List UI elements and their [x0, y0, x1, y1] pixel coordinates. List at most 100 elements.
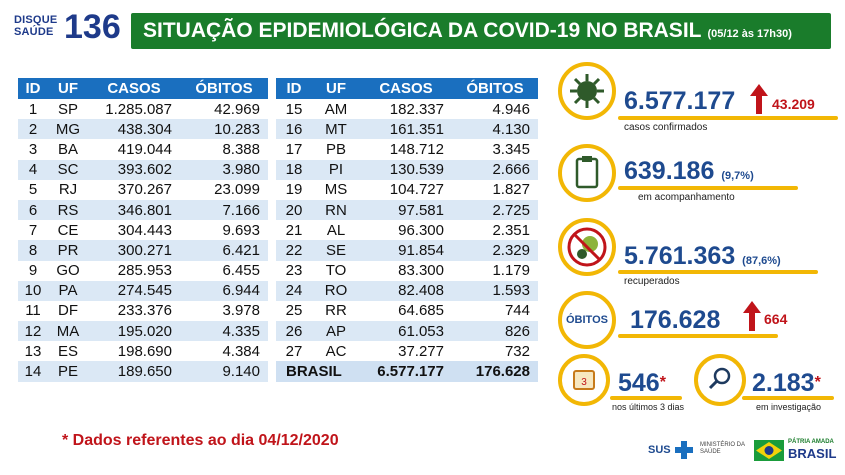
cell-id: 18 [276, 159, 312, 180]
table-row: 25 RR 64.685 744 [276, 301, 538, 321]
logo-bottom-text: SAÚDE [14, 26, 54, 38]
cell-obitos: 7.166 [180, 199, 268, 221]
virus-icon [558, 62, 616, 120]
divider [618, 186, 798, 190]
table-row: 8 PR 300.271 6.421 [18, 240, 268, 261]
investigation-value: 2.183 [752, 369, 815, 397]
cell-obitos: 1.827 [492, 181, 530, 199]
cell-id: 2 [18, 119, 48, 140]
col-obitos: ÓBITOS [180, 78, 268, 99]
plus-icon [675, 441, 693, 459]
cell-obitos: 4.130 [452, 119, 538, 140]
cell-obitos: 6.944 [180, 280, 268, 301]
cell-uf: GO [56, 262, 80, 280]
cell-id: 19 [285, 181, 303, 199]
col-id: ID [276, 78, 312, 99]
cell-id: 8 [18, 240, 48, 261]
sus-logo: SUS [648, 444, 671, 456]
table-row: 1 SP 1.285.087 42.969 [18, 99, 268, 119]
table-row: 21 AL 96.300 2.351 [276, 220, 538, 240]
cell-casos: 233.376 [117, 302, 172, 320]
cell-obitos: 6.455 [222, 262, 260, 280]
table-row: 17 PB 148.712 3.345 [276, 139, 538, 159]
cell-id: 6 [18, 199, 48, 221]
cell-casos: 393.602 [88, 159, 180, 180]
table-row: 24 RO 82.408 1.593 [276, 280, 538, 301]
cell-id: 17 [285, 140, 303, 158]
cell-id: 13 [24, 342, 42, 360]
cell-casos: 438.304 [88, 119, 180, 140]
cell-casos: 148.712 [389, 140, 444, 158]
deaths-badge-label: ÓBITOS [566, 314, 608, 326]
cell-obitos: 2.666 [452, 159, 538, 180]
cell-casos: 370.267 [117, 181, 172, 199]
table-row: 4 SC 393.602 3.980 [18, 159, 268, 180]
cell-id: 22 [276, 240, 312, 261]
total-obitos: 176.628 [452, 361, 538, 382]
cell-uf: MA [48, 321, 88, 342]
footnote: * Dados referentes ao dia 04/12/2020 [62, 432, 339, 449]
monitoring-value: 639.186 [624, 157, 715, 185]
cell-casos: 304.443 [117, 221, 172, 239]
recovered-value: 5.761.363 [624, 242, 736, 270]
cell-obitos: 1.593 [452, 280, 538, 301]
calendar-icon: 3 [558, 354, 610, 406]
cell-id: 9 [28, 262, 38, 280]
table-row: 7 CE 304.443 9.693 [18, 220, 268, 240]
cell-casos: 97.581 [360, 199, 452, 221]
cell-obitos: 1.179 [492, 262, 530, 280]
confirmed-value: 6.577.177 [624, 87, 736, 115]
cell-casos: 182.337 [389, 100, 444, 118]
cell-id: 12 [18, 321, 48, 342]
brasil-text: BRASIL [788, 446, 837, 461]
cell-uf: MS [324, 181, 348, 199]
cell-id: 4 [18, 159, 48, 180]
states-table-right: ID UF CASOS ÓBITOS 15 AM 182.337 4.946 16 MT 1… [276, 78, 538, 382]
table-row: 13 ES 198.690 4.384 [18, 341, 268, 361]
last3-value: 546 [618, 369, 660, 397]
divider [610, 396, 682, 400]
divider [742, 396, 834, 400]
magnifier-icon [694, 354, 746, 406]
col-casos: CASOS [88, 78, 180, 99]
clipboard-icon [558, 144, 616, 202]
col-obitos: ÓBITOS [452, 78, 538, 99]
cell-casos: 285.953 [117, 262, 172, 280]
ministry-text: MINISTÉRIO DA SAÚDE [700, 442, 745, 455]
cell-id: 21 [285, 221, 303, 239]
cell-id: 27 [285, 342, 303, 360]
cell-casos: 104.727 [389, 181, 444, 199]
svg-text:3: 3 [581, 377, 587, 388]
title-bar: SITUAÇÃO EPIDEMIOLÓGICA DA COVID-19 NO B… [131, 13, 831, 49]
cell-uf: PB [325, 140, 346, 158]
cell-casos: 274.545 [88, 280, 180, 301]
page-title: SITUAÇÃO EPIDEMIOLÓGICA DA COVID-19 NO B… [143, 19, 702, 42]
cell-uf: PR [48, 240, 88, 261]
table-row: 20 RN 97.581 2.725 [276, 199, 538, 221]
investigation-star: * [814, 374, 821, 391]
cell-obitos: 4.335 [180, 321, 268, 342]
cell-id: 3 [28, 140, 38, 158]
cell-uf: AM [324, 100, 348, 118]
col-uf: UF [312, 78, 360, 99]
cell-id: 10 [18, 280, 48, 301]
cell-id: 25 [285, 302, 303, 320]
table-row: 9 GO 285.953 6.455 [18, 261, 268, 281]
cell-id: 15 [285, 100, 303, 118]
logo-number: 136 [64, 8, 121, 46]
cell-id: 1 [28, 100, 38, 118]
monitoring-pct: (9,7%) [721, 170, 754, 182]
cell-obitos: 3.980 [180, 159, 268, 180]
table-row: 12 MA 195.020 4.335 [18, 321, 268, 342]
cell-uf: CE [57, 221, 79, 239]
table-row: 11 DF 233.376 3.978 [18, 301, 268, 321]
table-row: 27 AC 37.277 732 [276, 341, 538, 361]
cell-obitos: 826 [452, 321, 538, 342]
table-row: 18 PI 130.539 2.666 [276, 159, 538, 180]
cell-obitos: 2.351 [492, 221, 530, 239]
confirmed-delta: 43.209 [772, 96, 815, 112]
table-row: 15 AM 182.337 4.946 [276, 99, 538, 119]
cell-obitos: 4.384 [222, 342, 260, 360]
top-bar: DISQUE SAÚDE 136 SITUAÇÃO EPIDEMIOLÓGICA… [0, 0, 845, 56]
total-row: BRASIL 6.577.177 176.628 [276, 361, 538, 382]
